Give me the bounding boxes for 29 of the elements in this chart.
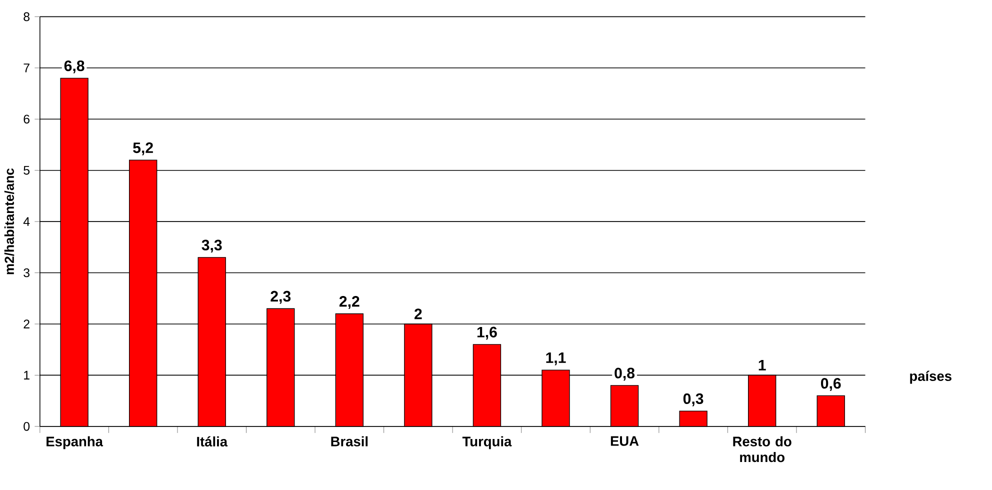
y-tick-label: 4 — [23, 217, 30, 226]
y-tick-label: 7 — [24, 63, 30, 72]
x-tick-label: Turquia — [462, 436, 512, 449]
data-label: 6,8 — [64, 60, 84, 74]
y-tick-label: 0 — [24, 422, 30, 431]
data-label: 1 — [758, 360, 766, 370]
x-tick-label: EUA — [610, 436, 639, 446]
y-tick-label: 8 — [24, 12, 30, 21]
data-label: 0,6 — [820, 378, 841, 391]
data-label: 1,6 — [477, 326, 497, 340]
x-tick-label: Itália — [197, 436, 228, 446]
data-label: 0,8 — [614, 368, 635, 380]
y-tick-label: 3 — [24, 268, 30, 278]
data-label: 2,2 — [339, 296, 360, 309]
data-label: 2,3 — [270, 290, 291, 304]
data-label: 5,2 — [133, 142, 153, 156]
data-label: 0,3 — [683, 393, 704, 406]
data-label: 2 — [414, 308, 422, 319]
data-label: 1,1 — [546, 352, 566, 366]
data-label: 3,3 — [202, 240, 222, 252]
x-axis-title: países — [910, 370, 952, 384]
x-tick-label: Resto do mundo — [733, 436, 792, 462]
x-tick-label: Espanha — [46, 436, 104, 449]
y-tick-label: 5 — [24, 166, 30, 175]
y-axis-title: m2/habitante/anc — [4, 168, 14, 274]
y-tick-label: 2 — [24, 320, 30, 328]
y-tick-label: 6 — [24, 114, 30, 124]
x-tick-label: Brasil — [331, 436, 368, 446]
y-tick-label: 1 — [24, 370, 30, 380]
